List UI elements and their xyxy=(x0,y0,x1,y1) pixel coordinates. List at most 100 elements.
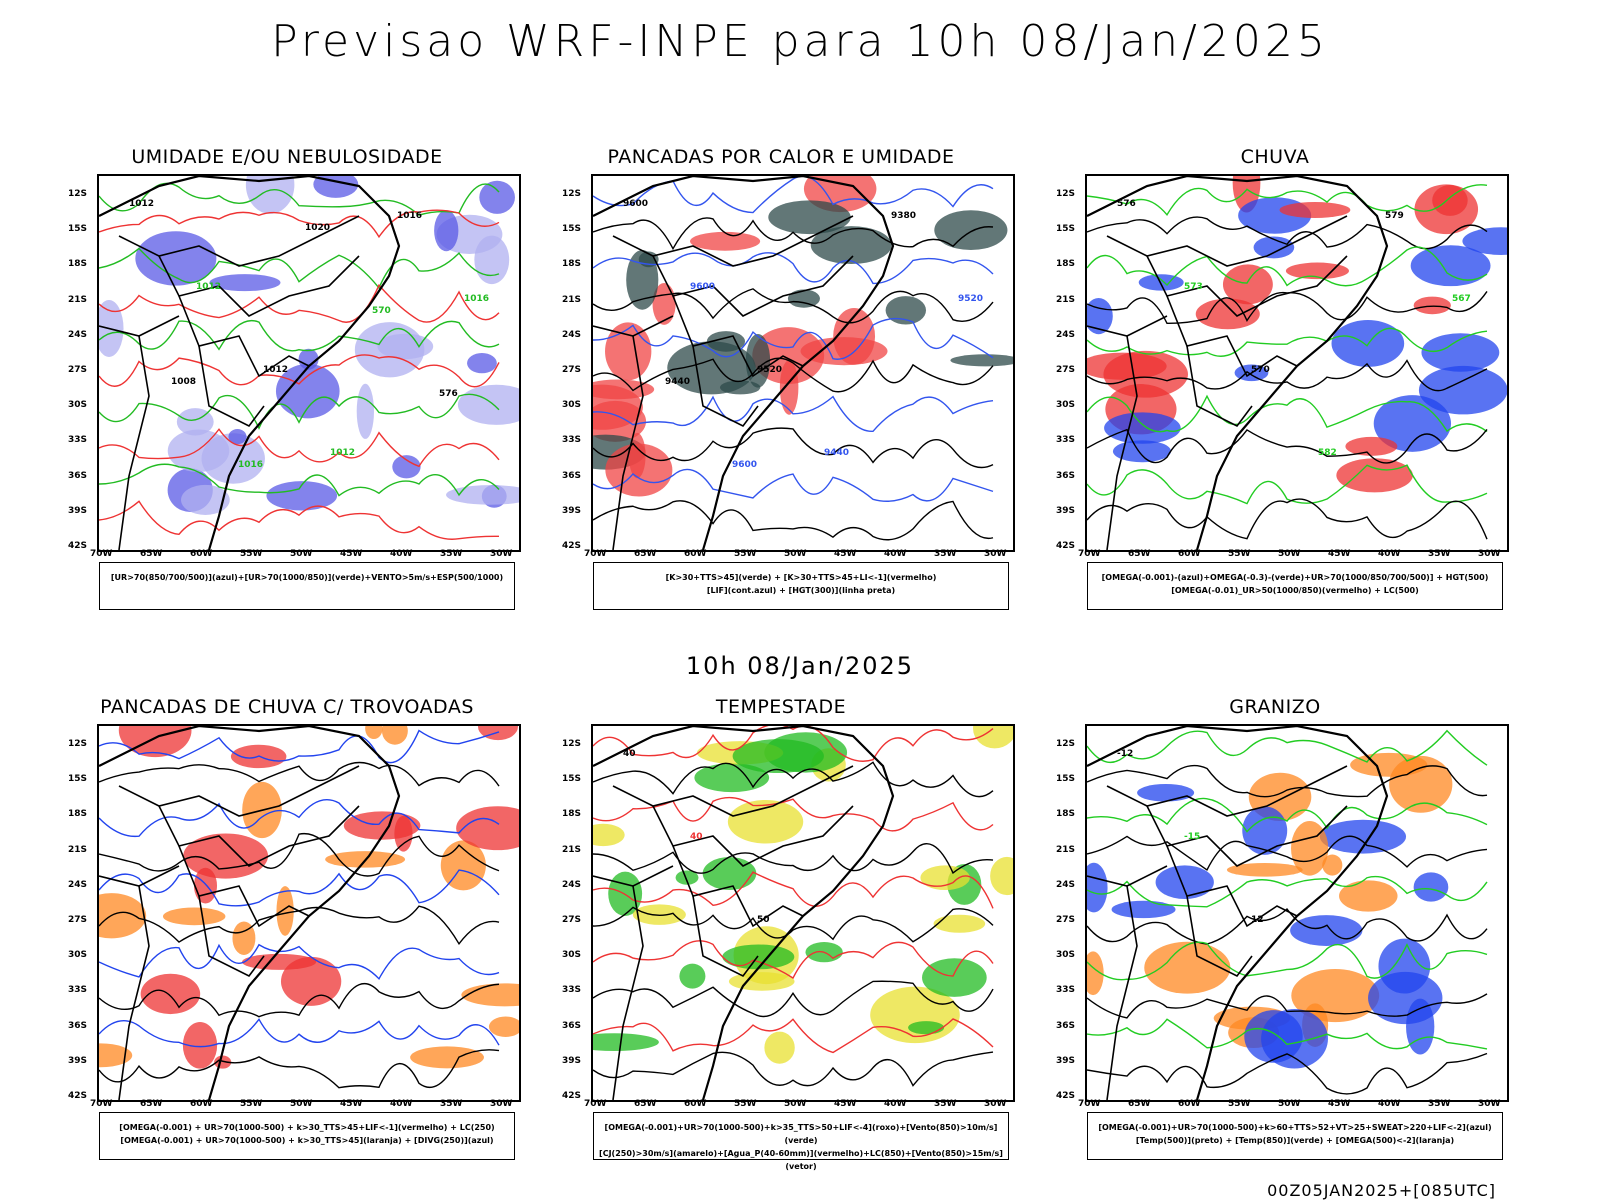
state-border xyxy=(198,895,265,978)
lat-tick-label: 27S xyxy=(68,365,88,375)
field-area xyxy=(381,726,408,745)
lat-tick-label: 12S xyxy=(1056,739,1076,749)
contour-line xyxy=(99,247,500,290)
lat-tick-label: 33S xyxy=(562,985,582,996)
contour-line xyxy=(1087,359,1488,392)
lon-tick-label: 50W xyxy=(290,1099,313,1109)
field-area xyxy=(787,289,820,308)
lat-tick-label: 36S xyxy=(1056,470,1076,481)
panel-title: UMIDADE E/OU NEBULOSIDADE xyxy=(131,146,443,168)
field-area xyxy=(1242,806,1288,855)
contour-label: 9380 xyxy=(891,211,916,221)
lat-tick-label: 36S xyxy=(562,470,582,481)
lat-tick-label: 27S xyxy=(1056,915,1076,925)
state-border xyxy=(692,895,759,978)
panel-title: PANCADAS DE CHUVA C/ TROVOADAS xyxy=(100,696,474,718)
lat-tick-label: 18S xyxy=(562,259,582,270)
field-area xyxy=(593,1033,659,1052)
legend-line: [Temp(500)](preto) + [Temp(850)](verde) … xyxy=(1135,1136,1455,1145)
lat-tick-label: 30S xyxy=(562,400,582,411)
map-canvas: 1012 1012 1012 1012 1016 1016 1008 1016 1020 570 5… xyxy=(99,176,519,550)
field-area xyxy=(275,363,340,419)
lat-tick-label: 18S xyxy=(68,809,88,820)
field-area xyxy=(1112,440,1172,463)
contour-label: 570 xyxy=(1251,365,1270,375)
field-area xyxy=(474,235,510,285)
lon-tick-label: 50W xyxy=(290,549,313,559)
lon-tick-label: 70W xyxy=(1078,1099,1101,1109)
field-area xyxy=(694,763,770,793)
lon-tick-label: 45W xyxy=(340,549,363,559)
contour-line xyxy=(593,940,994,980)
contour-line xyxy=(99,982,500,1018)
lon-tick-label: 30W xyxy=(490,549,513,559)
contour-label: 567 xyxy=(1452,294,1471,304)
contour-label: 582 xyxy=(1318,448,1337,458)
state-border xyxy=(1166,845,1298,928)
lon-tick-label: 55W xyxy=(1228,549,1251,559)
contour-line xyxy=(99,729,500,764)
coastline xyxy=(1087,726,1389,1100)
field-area xyxy=(1389,755,1453,813)
lat-tick-label: 15S xyxy=(68,774,88,785)
field-area xyxy=(605,322,652,381)
field-area xyxy=(1104,412,1181,444)
run-info-label: 00Z05JAN2025+[085UTC] xyxy=(1267,1181,1496,1200)
lat-tick-label: 42S xyxy=(68,541,88,551)
field-area xyxy=(1261,1009,1328,1069)
field-area xyxy=(1155,865,1214,900)
field-area xyxy=(593,823,625,847)
field-area xyxy=(934,210,1008,251)
lat-tick-label: 21S xyxy=(68,844,88,855)
lon-tick-label: 65W xyxy=(634,1099,657,1109)
lon-tick-label: 70W xyxy=(584,549,607,559)
lon-tick-label: 35W xyxy=(934,549,957,559)
contour-line xyxy=(593,843,994,875)
lon-tick-label: 65W xyxy=(1128,1099,1151,1109)
field-area xyxy=(922,958,987,997)
lat-tick-label: 30S xyxy=(1056,400,1076,411)
contour-label: 9440 xyxy=(824,448,849,458)
legend-line: [OMEGA(-0.001)+UR>70(1000-500)+k>35_TTS>… xyxy=(604,1123,998,1145)
lon-tick-label: 50W xyxy=(784,549,807,559)
field-area xyxy=(990,856,1013,896)
field-area xyxy=(162,907,226,926)
contour-line xyxy=(99,869,500,907)
lon-tick-label: 70W xyxy=(1078,549,1101,559)
lon-tick-label: 45W xyxy=(1328,1099,1351,1109)
lat-tick-label: 39S xyxy=(562,505,582,516)
field-area xyxy=(1413,296,1451,315)
lat-tick-label: 36S xyxy=(68,470,88,481)
lat-tick-label: 39S xyxy=(562,1055,582,1066)
field-area xyxy=(1138,274,1184,291)
state-border xyxy=(1106,885,1138,1100)
map-canvas: 9600 9600 9520 9440 9380 9520 9440 9600 xyxy=(593,176,1013,550)
contour-line xyxy=(1087,246,1488,287)
field-area xyxy=(343,811,421,840)
field-area xyxy=(479,180,515,214)
state-border xyxy=(1106,335,1138,550)
lon-tick-label: 35W xyxy=(934,1099,957,1109)
contour-label: 1020 xyxy=(305,223,330,233)
lat-tick-label: 12S xyxy=(1056,189,1076,199)
lon-tick-label: 55W xyxy=(240,1099,263,1109)
lon-tick-label: 65W xyxy=(140,1099,163,1109)
state-border xyxy=(1106,215,1348,267)
panel-title: PANCADAS POR CALOR E UMIDADE xyxy=(607,146,955,168)
field-area xyxy=(1339,880,1398,912)
contour-label: 570 xyxy=(372,306,391,316)
lat-tick-label: 24S xyxy=(68,329,88,340)
contour-label: 9600 xyxy=(690,282,715,292)
field-area xyxy=(779,360,799,415)
field-area xyxy=(183,833,269,879)
contour-label: 1012 xyxy=(129,199,154,209)
field-area xyxy=(488,1016,519,1037)
contour-label: 576 xyxy=(1117,199,1136,209)
lat-tick-label: 12S xyxy=(68,189,88,199)
lon-tick-label: 50W xyxy=(1278,549,1301,559)
contour-line xyxy=(593,796,994,832)
field-area xyxy=(181,484,230,515)
field-area xyxy=(908,1021,945,1035)
field-area xyxy=(1111,900,1176,919)
field-area xyxy=(1087,352,1167,380)
